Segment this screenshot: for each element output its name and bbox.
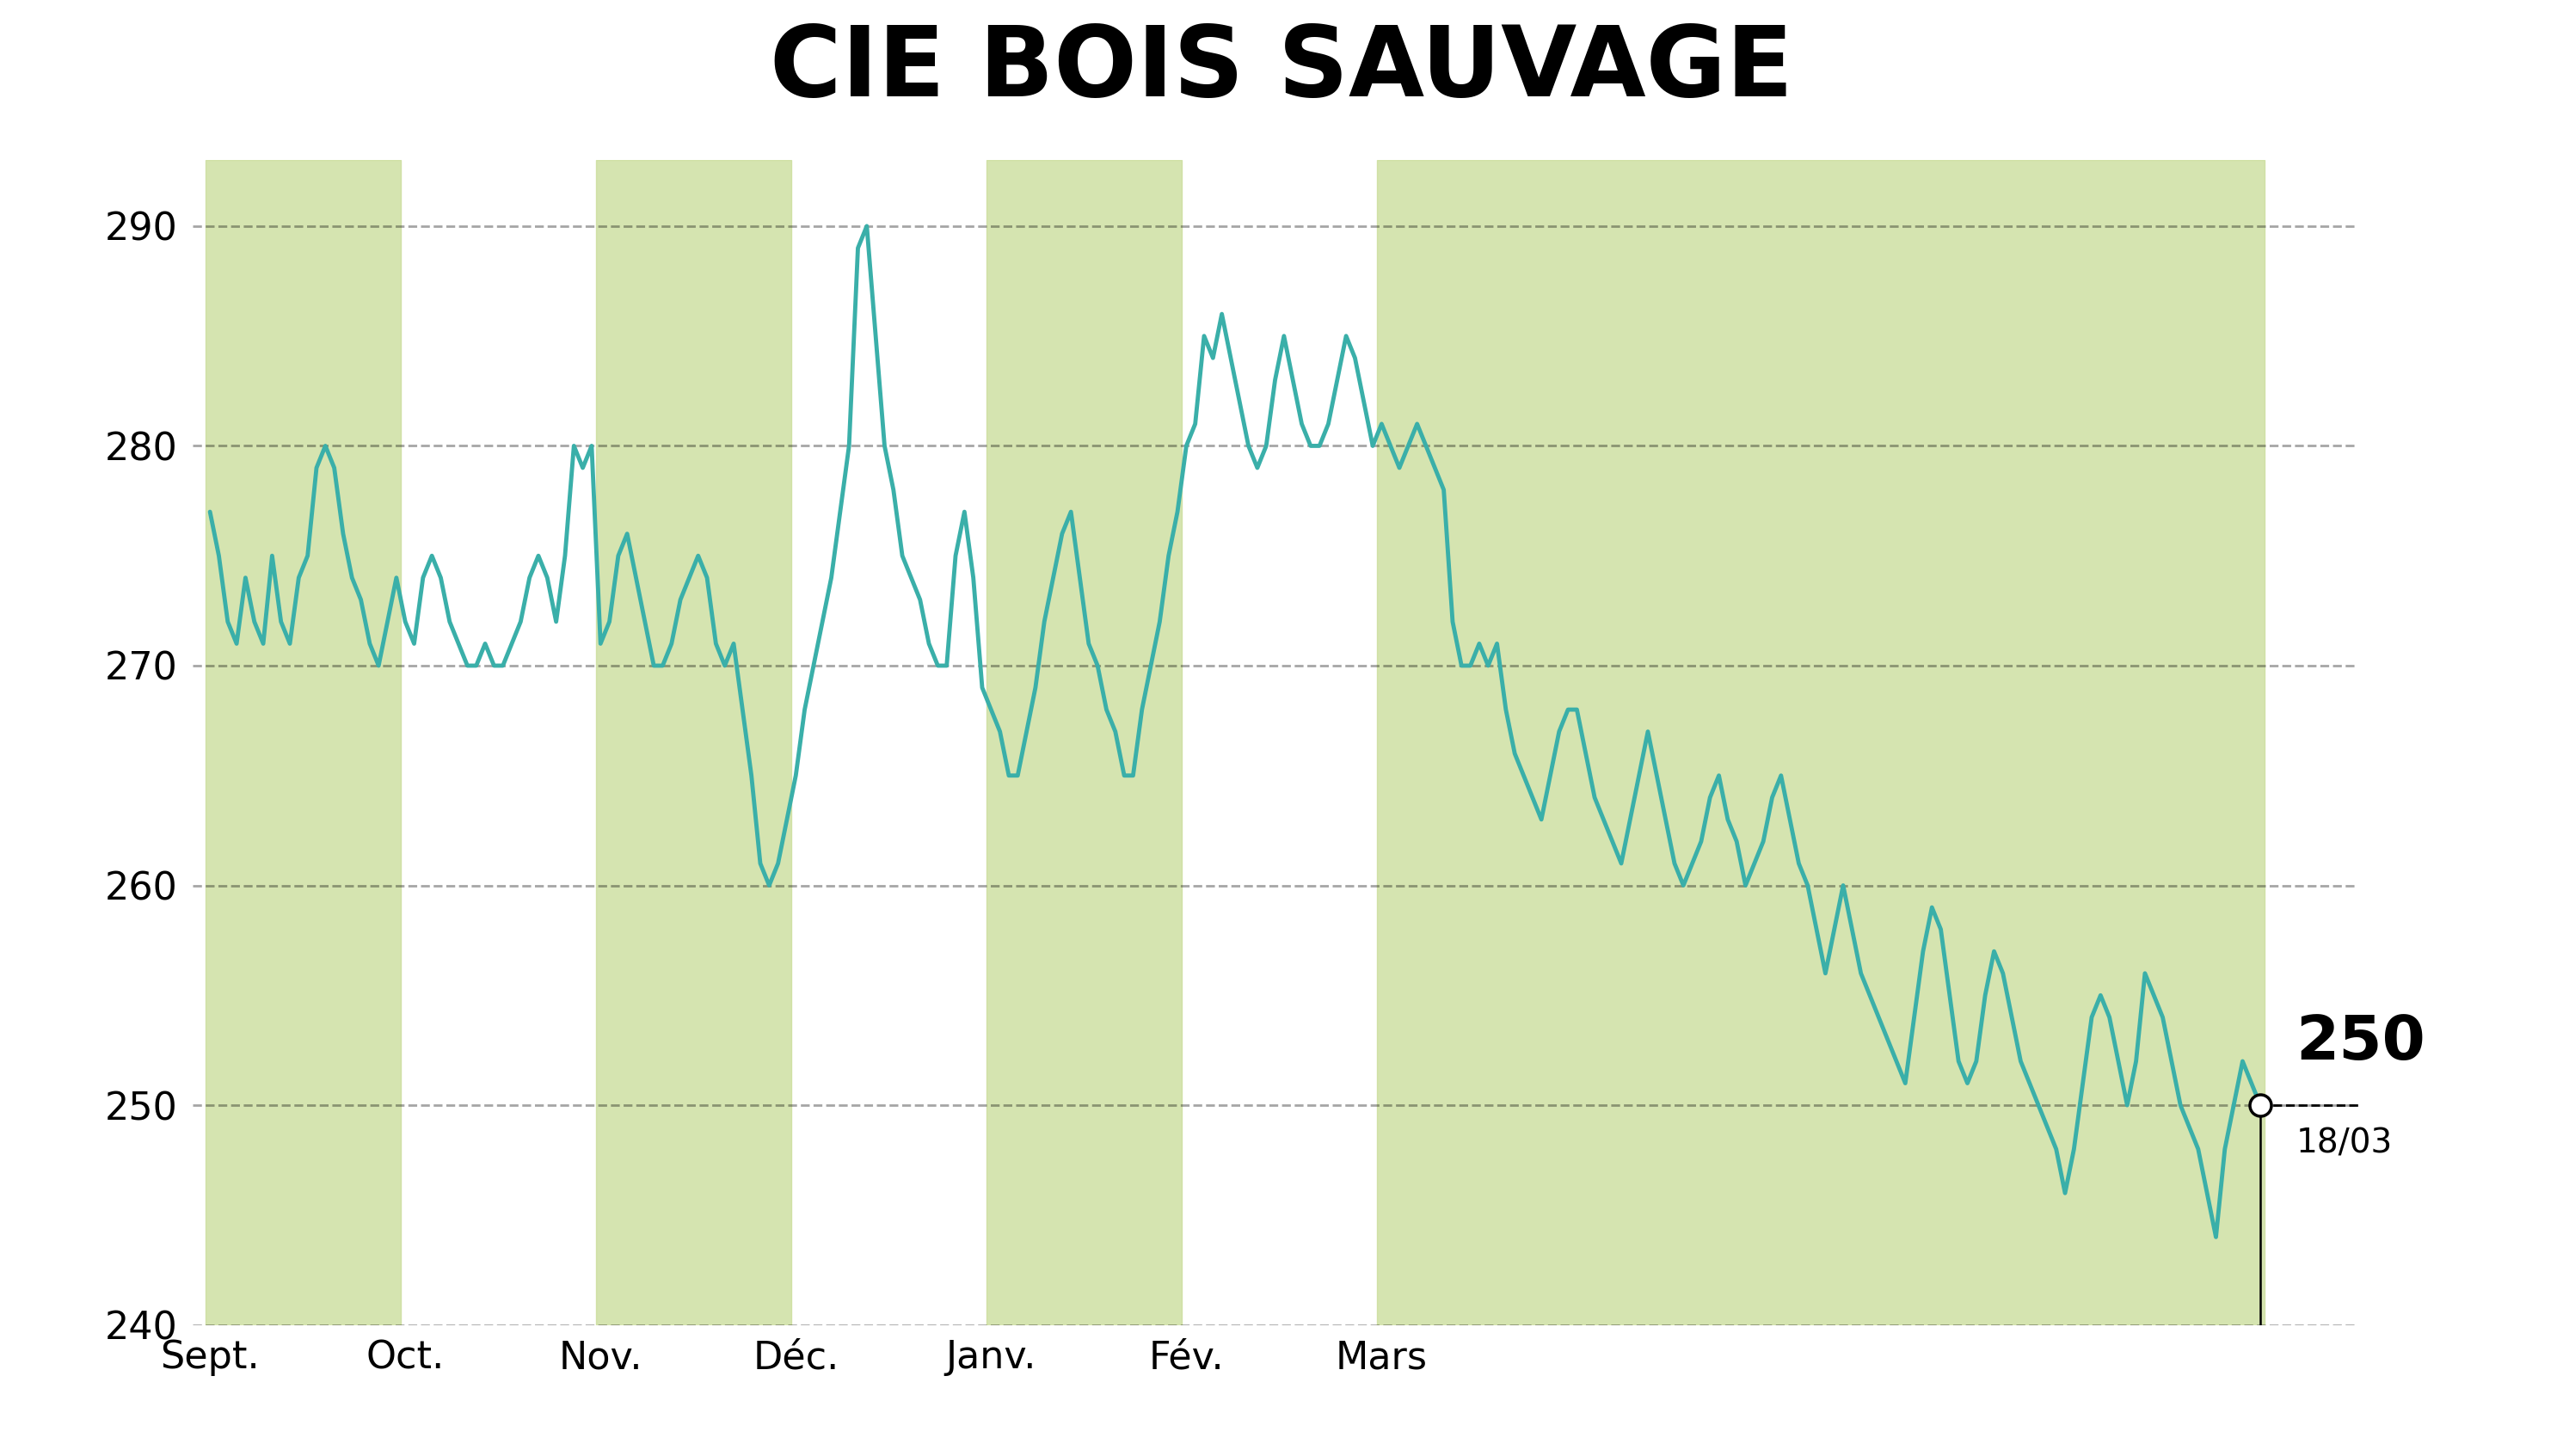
Text: 250: 250 (2296, 1013, 2425, 1072)
Bar (205, 160, 400, 1325)
Text: CIE BOIS SAUVAGE: CIE BOIS SAUVAGE (769, 22, 1794, 116)
Text: 18/03: 18/03 (2296, 1127, 2391, 1160)
Bar (1376, 160, 2266, 1325)
Bar (597, 160, 792, 1325)
Bar (987, 160, 1182, 1325)
